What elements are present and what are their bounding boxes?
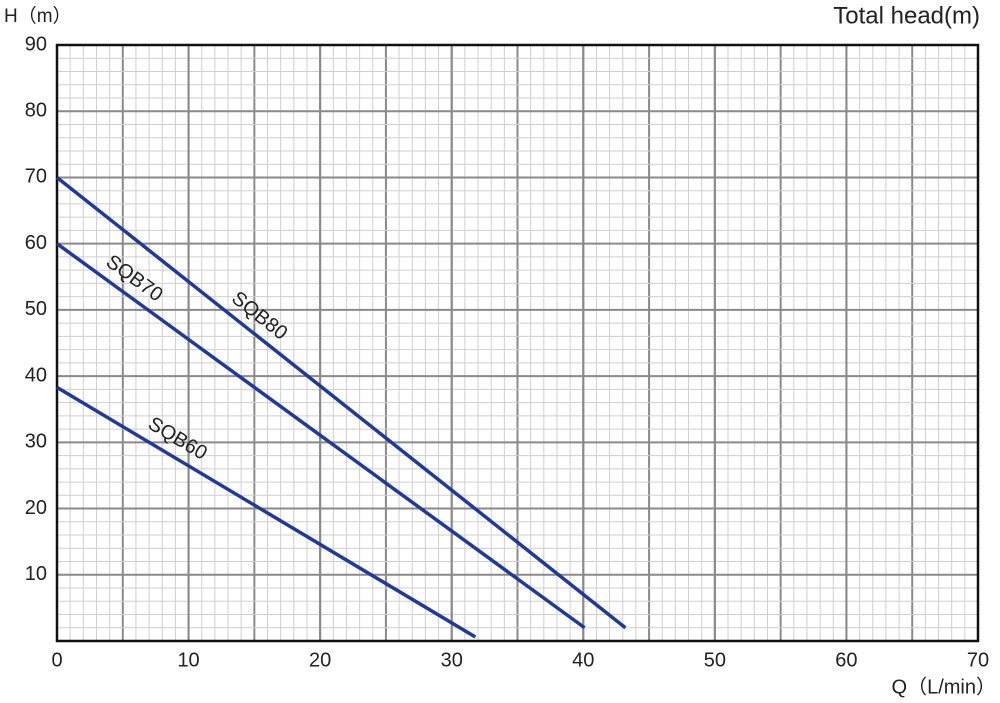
- x-tick-label: 10: [177, 649, 199, 671]
- x-axis-label: Q（L/min）: [892, 675, 996, 698]
- y-tick-label: 10: [25, 563, 47, 585]
- x-tick-label: 30: [441, 649, 463, 671]
- y-axis-label: H（m）: [4, 5, 72, 27]
- series-line: [55, 242, 586, 630]
- series-label: SQB60: [144, 413, 211, 465]
- y-tick-label: 30: [25, 431, 47, 453]
- x-tick-label: 0: [51, 649, 62, 671]
- series-line: [56, 385, 477, 639]
- x-tick-label: 50: [704, 649, 726, 671]
- x-tick-label: 20: [309, 649, 331, 671]
- x-tick-label: 70: [967, 649, 989, 671]
- y-tick-label: 20: [25, 497, 47, 519]
- y-tick-label: 50: [25, 298, 47, 320]
- plot-border: [55, 43, 980, 643]
- x-tick-label: 40: [572, 649, 594, 671]
- y-tick-label: 40: [25, 364, 47, 386]
- series-line: [55, 176, 627, 630]
- chart-title: Total head(m): [833, 2, 980, 29]
- y-tick-label: 80: [25, 100, 47, 122]
- y-tick-label: 60: [25, 232, 47, 254]
- x-tick-label: 60: [835, 649, 857, 671]
- y-tick-label: 70: [25, 166, 47, 188]
- y-tick-label: 90: [25, 33, 47, 55]
